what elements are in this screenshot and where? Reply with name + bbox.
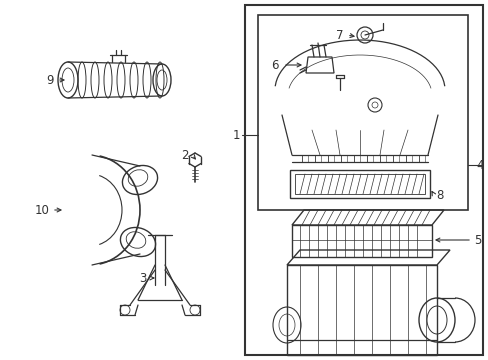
Bar — [286, 265, 436, 355]
Bar — [291, 225, 431, 257]
Text: 7: 7 — [336, 28, 343, 41]
Text: 9: 9 — [46, 73, 54, 86]
Text: 3: 3 — [139, 271, 146, 284]
Text: 6: 6 — [271, 59, 278, 72]
Bar — [289, 170, 429, 198]
Text: 4: 4 — [475, 158, 483, 171]
Bar — [244, 5, 482, 355]
Text: 5: 5 — [473, 234, 481, 247]
Text: 2: 2 — [181, 149, 188, 162]
Text: 10: 10 — [35, 203, 49, 216]
Bar — [258, 15, 467, 210]
Text: 1: 1 — [232, 129, 239, 141]
Bar — [294, 174, 424, 194]
Text: 8: 8 — [435, 189, 443, 202]
